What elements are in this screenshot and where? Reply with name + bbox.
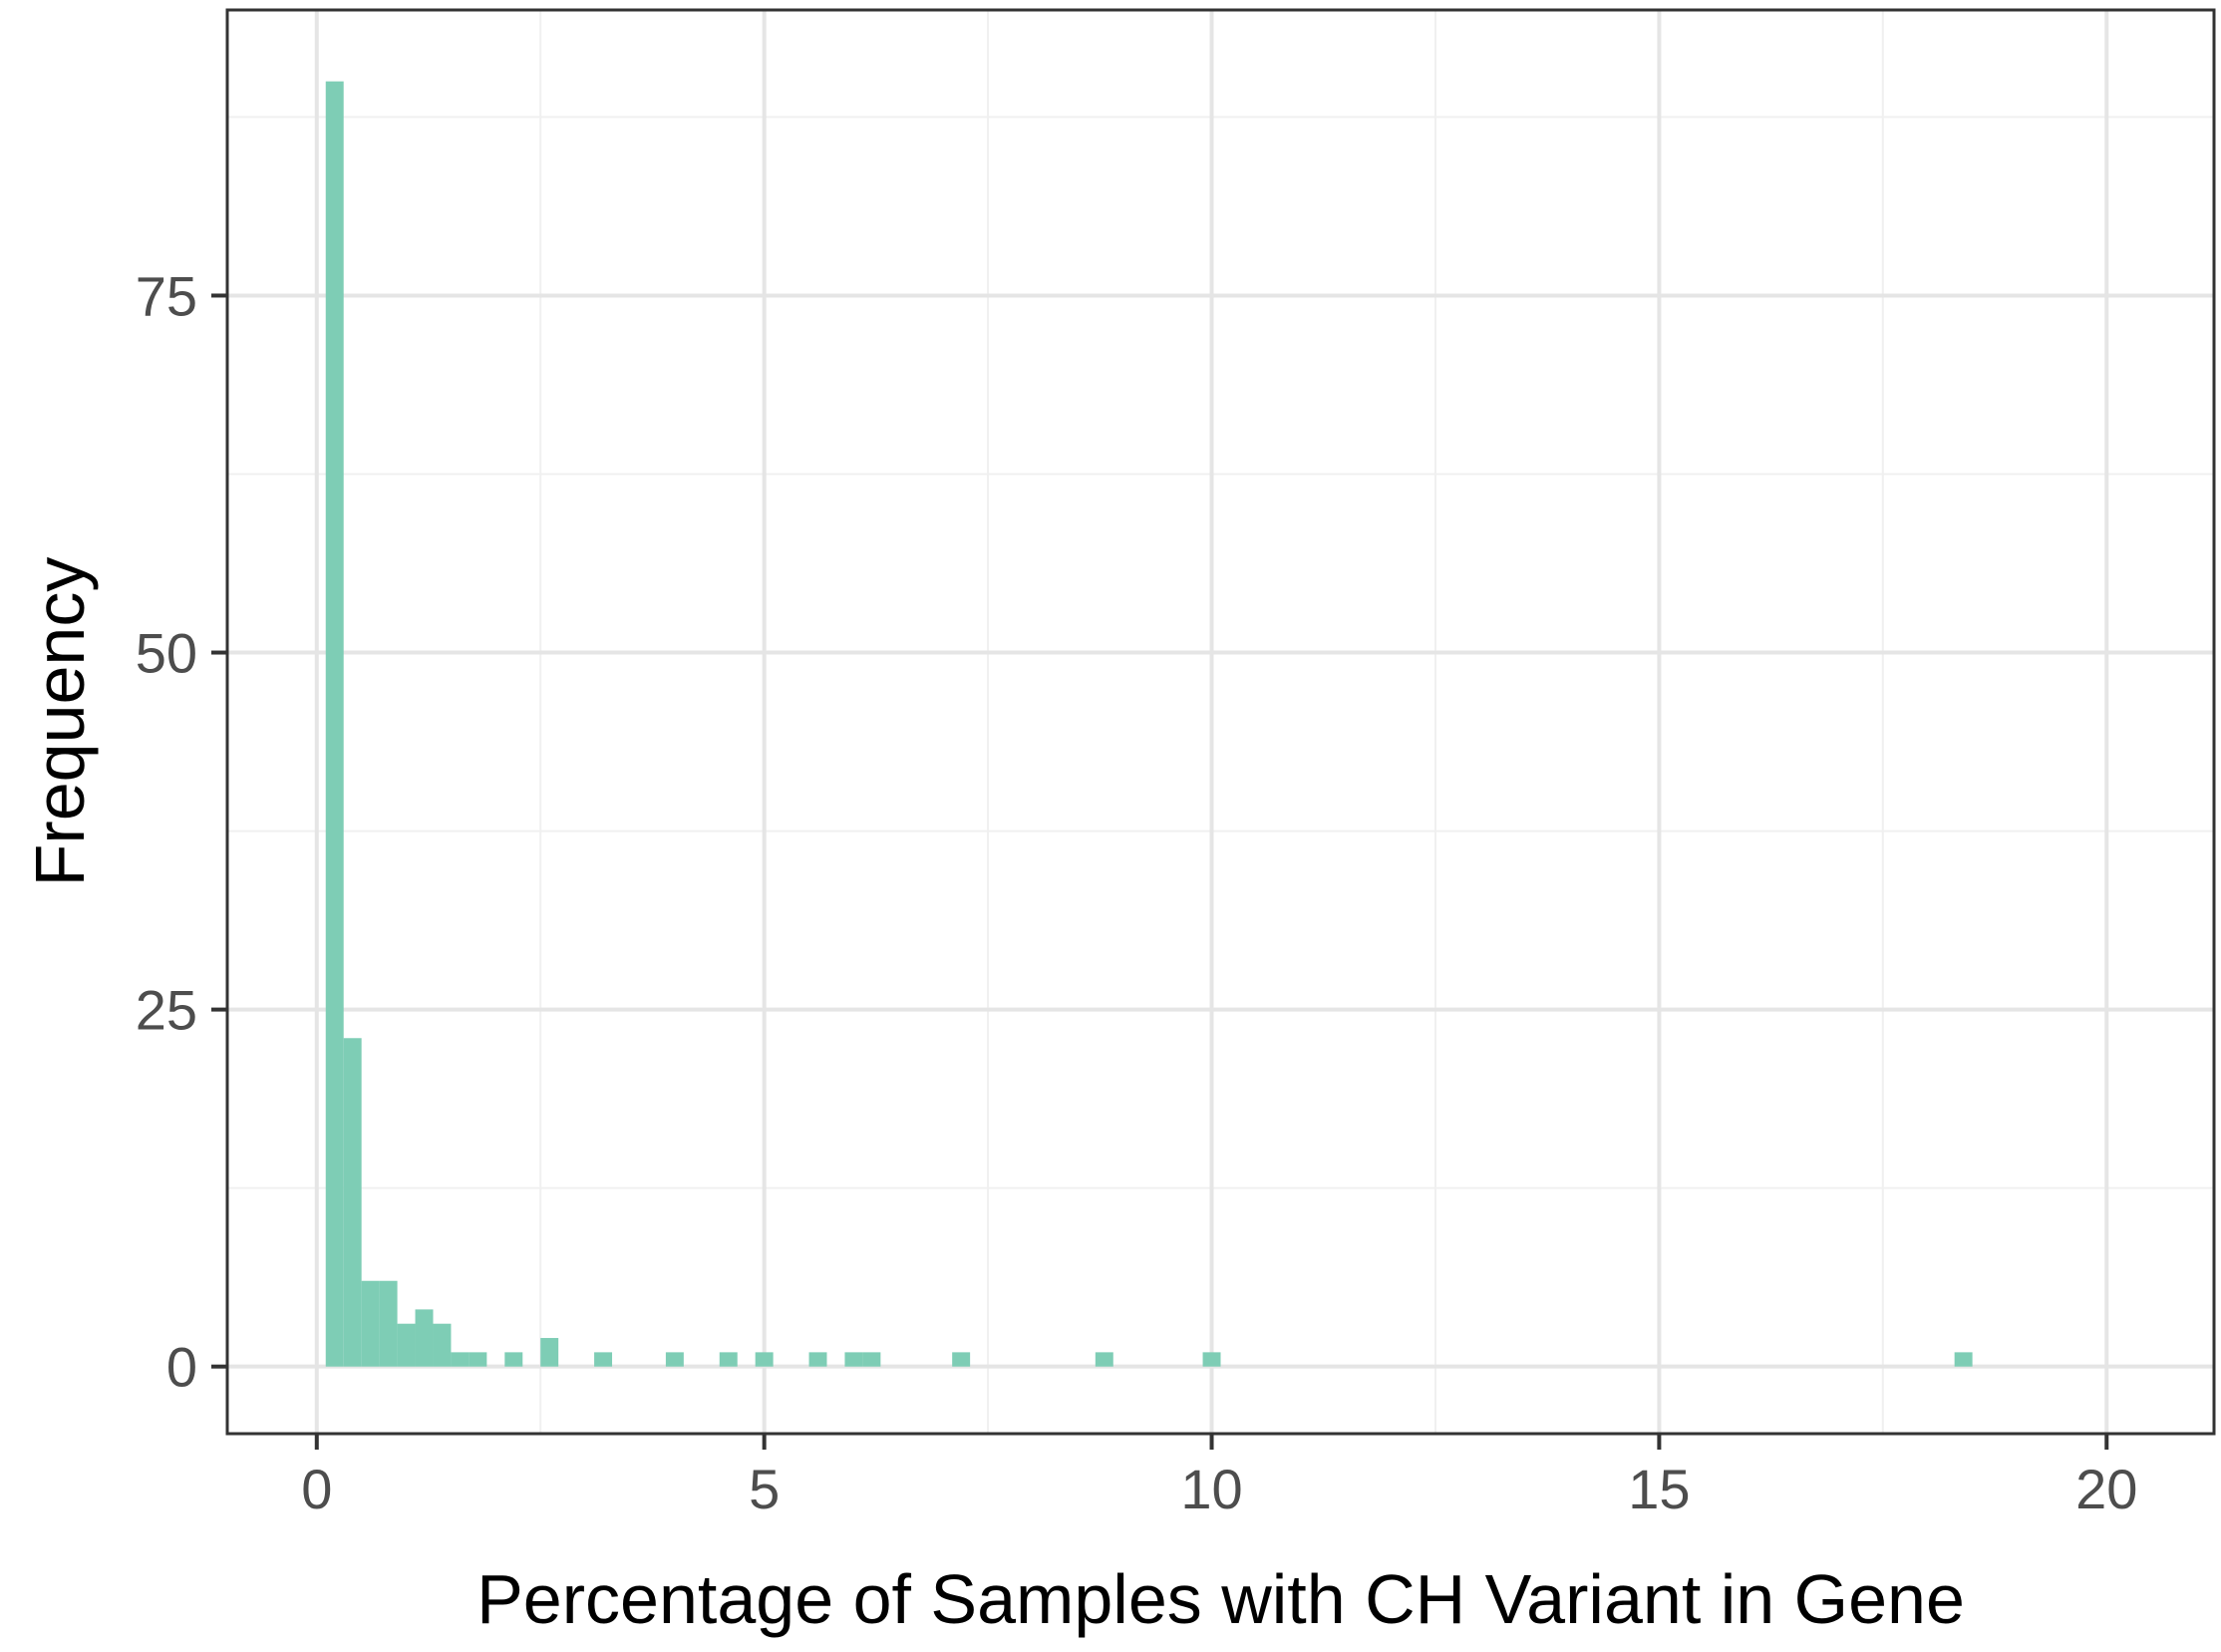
histogram-bar xyxy=(1202,1352,1221,1367)
histogram-bar xyxy=(343,1038,362,1367)
histogram-bar xyxy=(1095,1352,1113,1367)
histogram-bar xyxy=(397,1323,416,1367)
histogram-bar xyxy=(594,1352,613,1367)
histogram-bar xyxy=(665,1352,684,1367)
y-axis-title: Frequency xyxy=(21,557,99,887)
grid-layer xyxy=(227,10,2214,1434)
histogram-bar xyxy=(862,1352,881,1367)
histogram-bar xyxy=(1954,1352,1973,1367)
histogram-bar xyxy=(415,1309,434,1367)
x-tick-label: 0 xyxy=(301,1458,332,1520)
histogram-bar xyxy=(719,1352,738,1367)
histogram-bar xyxy=(755,1352,774,1367)
x-tick-label: 20 xyxy=(2075,1458,2137,1520)
panel-background xyxy=(227,10,2214,1434)
histogram-bar xyxy=(504,1352,523,1367)
y-tick-label: 25 xyxy=(136,979,197,1042)
histogram-bar xyxy=(808,1352,827,1367)
histogram-bar xyxy=(469,1352,487,1367)
y-tick-label: 0 xyxy=(166,1336,197,1399)
y-tick-label: 75 xyxy=(136,264,197,327)
histogram-bar xyxy=(325,81,344,1367)
axis-ticks xyxy=(211,293,2109,1450)
histogram-bar xyxy=(952,1352,971,1367)
histogram-bar xyxy=(451,1352,470,1367)
x-tick-label: 5 xyxy=(749,1458,780,1520)
axis-tick-labels: 0 5 10 15 20 0 25 50 75 xyxy=(136,264,2138,1520)
histogram-bar xyxy=(361,1280,380,1367)
y-tick-label: 50 xyxy=(136,622,197,685)
histogram-bars xyxy=(325,81,1973,1367)
histogram-bar xyxy=(844,1352,863,1367)
x-axis-title: Percentage of Samples with CH Variant in… xyxy=(476,1560,1965,1638)
histogram-bar xyxy=(540,1338,559,1367)
histogram-bar xyxy=(379,1280,398,1367)
x-tick-label: 10 xyxy=(1180,1458,1242,1520)
panel-border xyxy=(225,8,2216,1436)
x-tick-label: 15 xyxy=(1628,1458,1690,1520)
histogram-bar xyxy=(433,1323,452,1367)
